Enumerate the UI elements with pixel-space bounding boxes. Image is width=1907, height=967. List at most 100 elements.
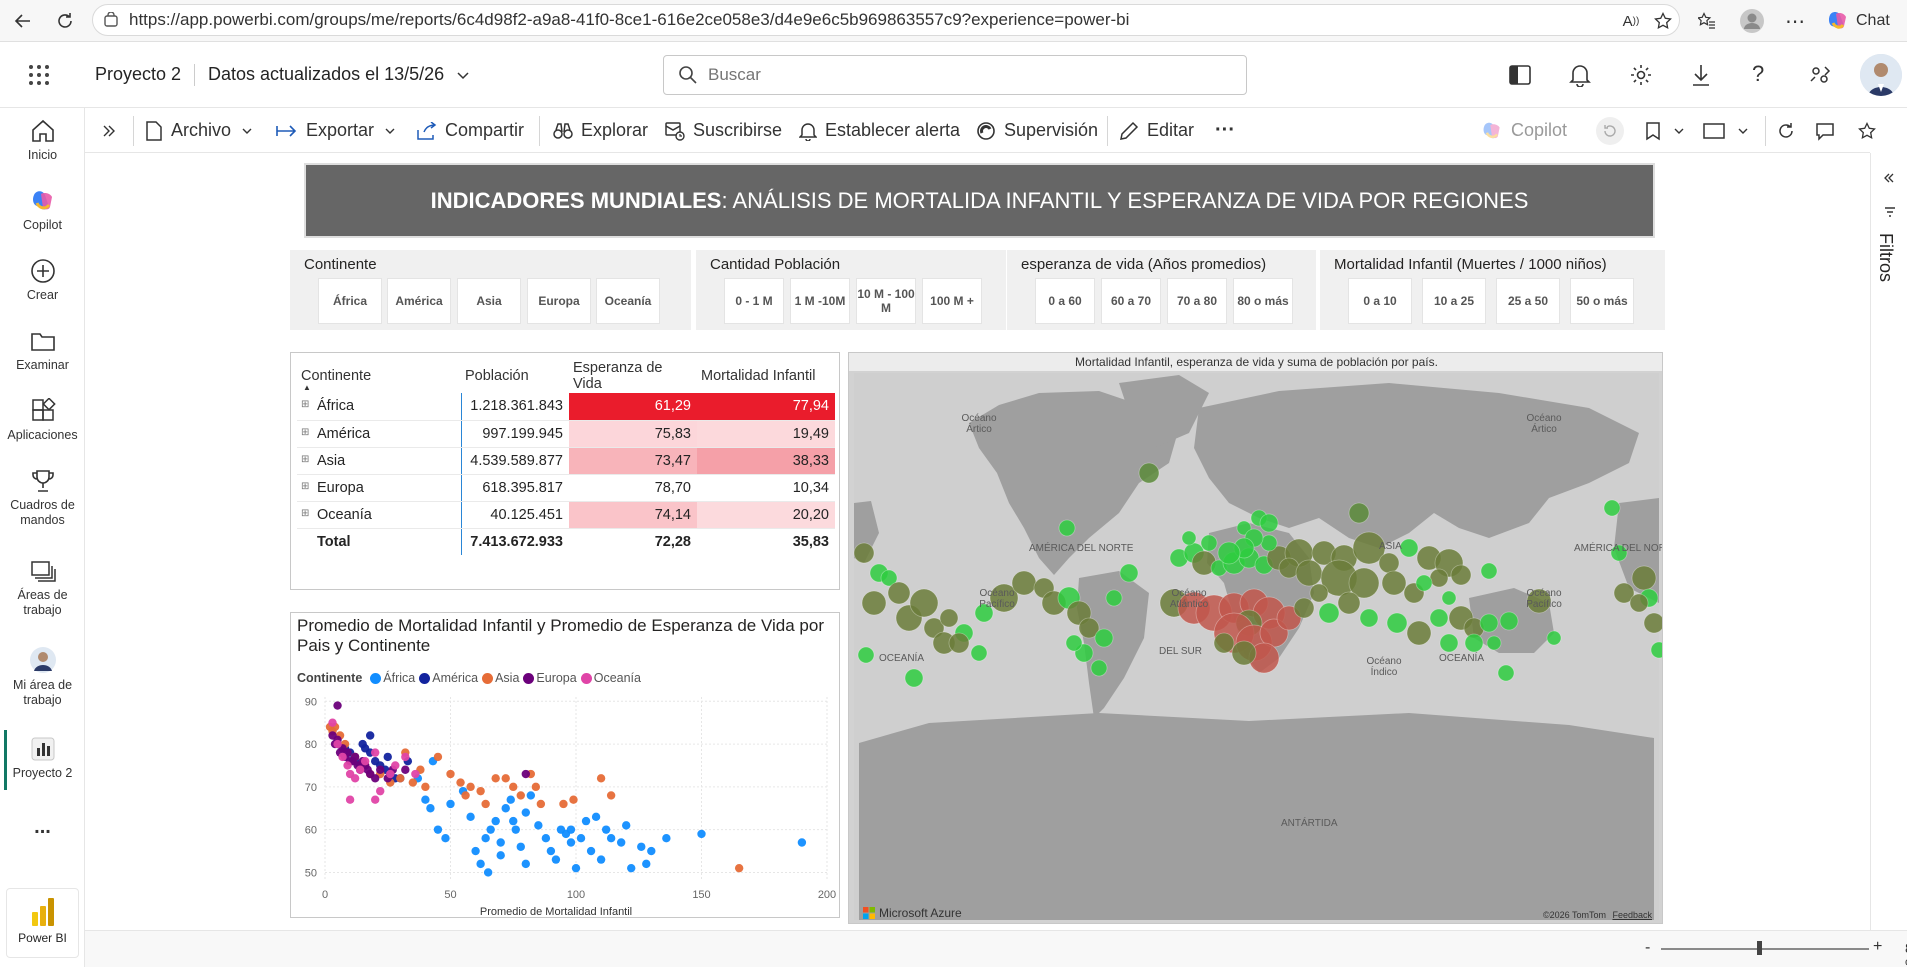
data-point[interactable]	[466, 812, 475, 822]
slicer-option[interactable]: América	[387, 278, 451, 324]
data-point[interactable]	[627, 863, 636, 873]
slicer-option[interactable]: Europa	[527, 278, 591, 324]
nav-crear[interactable]: Crear	[0, 258, 85, 303]
data-point[interactable]	[365, 731, 375, 740]
data-point[interactable]	[328, 718, 337, 727]
data-point[interactable]	[596, 855, 606, 864]
data-point[interactable]	[496, 851, 505, 860]
browser-menu-icon[interactable]: ⋯	[1785, 10, 1805, 33]
powerbi-product-switcher[interactable]: Power BI	[6, 888, 79, 958]
zoom-slider-thumb[interactable]	[1757, 941, 1762, 955]
data-point[interactable]	[601, 825, 611, 834]
supervision-button[interactable]: Supervisión	[976, 108, 1098, 153]
data-point[interactable]	[581, 816, 591, 826]
country-bubble[interactable]	[1486, 635, 1502, 651]
data-point[interactable]	[491, 774, 500, 783]
data-point[interactable]	[376, 765, 385, 774]
data-point[interactable]	[383, 752, 392, 762]
row-label-cell[interactable]: ⊞ Asia	[297, 447, 461, 475]
nav-copilot[interactable]: Copilot	[0, 188, 85, 233]
data-point[interactable]	[566, 838, 576, 847]
site-info-icon[interactable]	[103, 12, 119, 28]
address-bar[interactable]: https://app.powerbi.com/groups/me/report…	[92, 4, 1680, 36]
data-point[interactable]	[408, 778, 418, 787]
data-point[interactable]	[456, 778, 465, 787]
data-point[interactable]	[481, 799, 490, 809]
country-bubble[interactable]	[1406, 620, 1432, 646]
row-label-cell[interactable]: ⊞ Europa	[297, 474, 461, 502]
country-bubble[interactable]	[1415, 574, 1433, 592]
data-point[interactable]	[591, 812, 601, 822]
country-bubble[interactable]	[1381, 570, 1407, 596]
refresh-icon[interactable]	[50, 6, 80, 36]
data-point[interactable]	[571, 863, 581, 873]
comment-icon[interactable]	[1815, 108, 1843, 153]
data-point[interactable]	[426, 804, 435, 813]
country-bubble[interactable]	[1259, 513, 1279, 533]
slicer-option[interactable]: 0 a 10	[1348, 278, 1412, 324]
data-updated-dropdown[interactable]: Datos actualizados el 13/5/26	[208, 64, 470, 85]
data-point[interactable]	[433, 752, 443, 762]
row-label-cell[interactable]: ⊞ América	[297, 420, 461, 448]
expand-icon[interactable]: ⊞	[301, 453, 310, 465]
data-point[interactable]	[483, 868, 493, 877]
establecer-alerta-button[interactable]: Establecer alerta	[799, 108, 960, 153]
slicer-option[interactable]: 0 a 60	[1035, 278, 1095, 324]
country-bubble[interactable]	[974, 603, 994, 623]
nav-aplicaciones[interactable]: Aplicaciones	[0, 398, 85, 443]
slicer-option[interactable]: 25 a 50	[1496, 278, 1560, 324]
country-bubble[interactable]	[1236, 520, 1252, 536]
data-point[interactable]	[521, 769, 530, 779]
data-point[interactable]	[516, 791, 525, 800]
data-point[interactable]	[486, 825, 495, 834]
user-avatar[interactable]	[1860, 54, 1902, 96]
more-options-button[interactable]: ···	[1215, 119, 1235, 141]
country-bubble[interactable]	[853, 542, 875, 564]
country-bubble[interactable]	[1610, 544, 1628, 562]
country-bubble[interactable]	[1090, 659, 1108, 677]
notifications-icon[interactable]	[1569, 63, 1591, 92]
data-point[interactable]	[569, 795, 578, 804]
compartir-button[interactable]: Compartir	[417, 108, 524, 153]
data-point[interactable]	[536, 799, 546, 809]
country-bubble[interactable]	[1613, 582, 1635, 604]
slicer-option[interactable]: 1 M -10M	[790, 278, 850, 324]
slicer-option[interactable]: Oceanía	[596, 278, 660, 324]
data-point[interactable]	[371, 795, 380, 804]
expand-nav-icon[interactable]	[101, 108, 125, 153]
data-point[interactable]	[576, 834, 586, 843]
country-bubble[interactable]	[1399, 538, 1419, 558]
data-point[interactable]	[531, 782, 541, 792]
zoom-out-button[interactable]: -	[1645, 939, 1651, 956]
country-bubble[interactable]	[1643, 612, 1663, 634]
data-point[interactable]	[333, 701, 342, 710]
country-bubble[interactable]	[1058, 519, 1076, 537]
data-point[interactable]	[637, 842, 646, 851]
nav-proyecto-2[interactable]: Proyecto 2	[0, 736, 85, 781]
country-bubble[interactable]	[1359, 608, 1379, 628]
data-point[interactable]	[566, 825, 576, 834]
country-bubble[interactable]	[1213, 632, 1235, 654]
data-point[interactable]	[509, 816, 518, 826]
slicer-option[interactable]: 10 M - 100 M	[856, 278, 916, 324]
editar-button[interactable]: Editar	[1119, 108, 1194, 153]
share-feedback-icon[interactable]	[1808, 63, 1832, 92]
country-bubble[interactable]	[1629, 593, 1649, 613]
data-point[interactable]	[350, 752, 360, 762]
favorite-report-icon[interactable]	[1858, 108, 1884, 153]
data-point[interactable]	[491, 816, 500, 826]
data-point[interactable]	[411, 769, 420, 779]
data-point[interactable]	[345, 795, 355, 804]
data-point[interactable]	[697, 829, 706, 839]
country-bubble[interactable]	[1138, 462, 1160, 484]
table-row[interactable]: ⊞ Oceanía 40.125.451 74,14 20,20	[297, 501, 835, 529]
data-point[interactable]	[501, 804, 510, 813]
table-row[interactable]: ⊞ África 1.218.361.843 61,29 77,94	[297, 393, 835, 421]
data-point[interactable]	[496, 838, 505, 847]
country-bubble[interactable]	[1479, 613, 1499, 633]
download-icon[interactable]	[1690, 63, 1712, 92]
map-feedback-link[interactable]: Feedback	[1612, 910, 1652, 920]
country-bubble[interactable]	[857, 646, 875, 664]
data-point[interactable]	[559, 799, 568, 809]
data-point[interactable]	[386, 769, 395, 779]
